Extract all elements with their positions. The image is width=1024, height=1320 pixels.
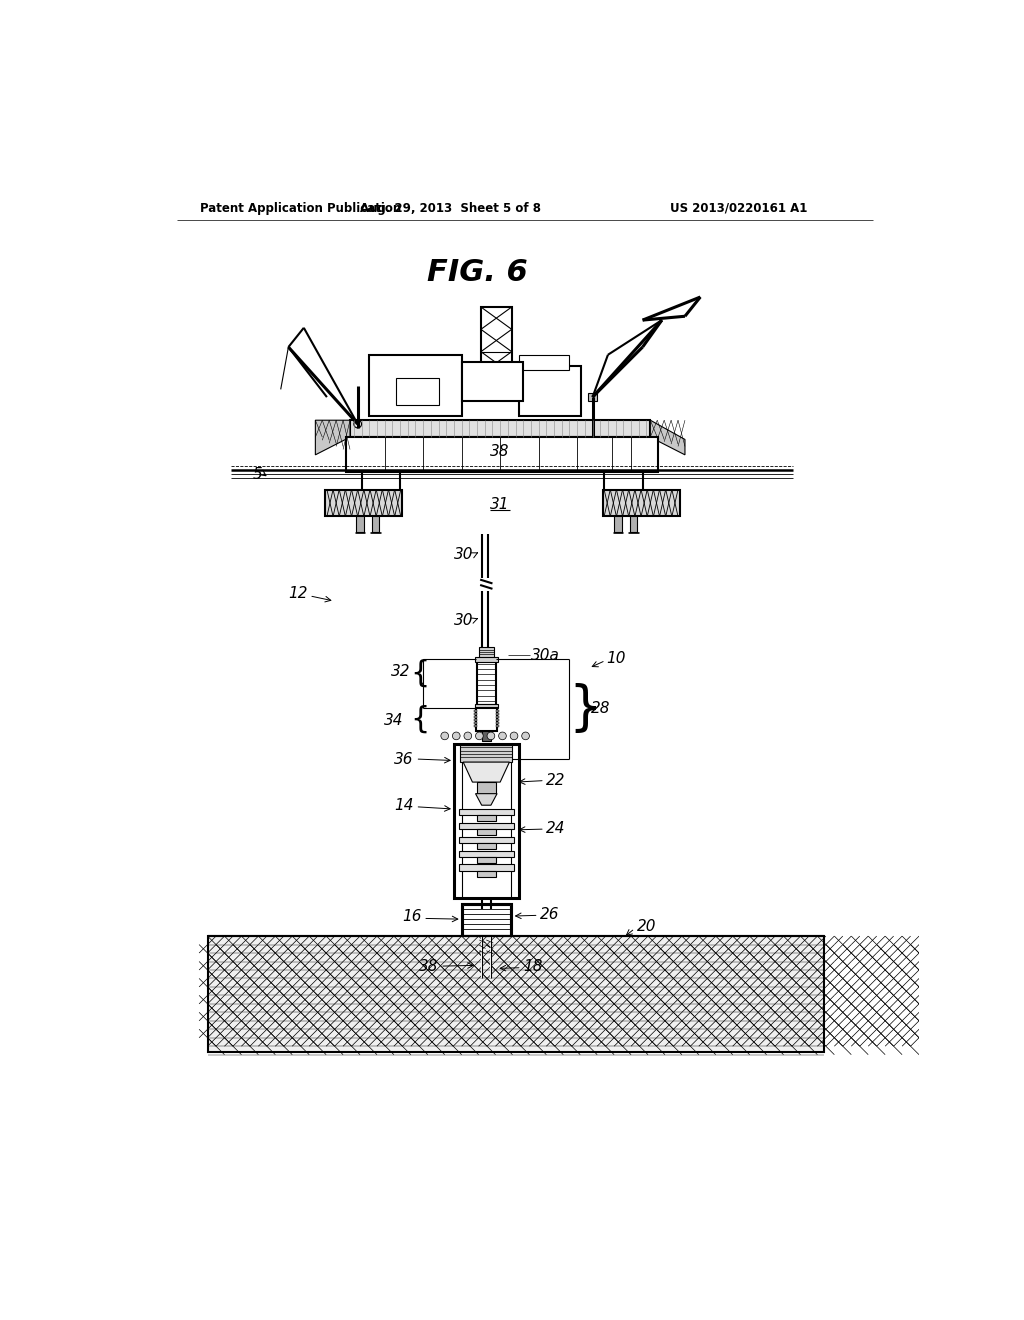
Bar: [477, 659, 496, 705]
Bar: [474, 715, 477, 718]
Bar: [481, 308, 512, 397]
Circle shape: [441, 733, 449, 739]
Bar: [459, 837, 514, 843]
Bar: [370, 355, 462, 416]
Bar: [475, 704, 498, 708]
Bar: [477, 816, 496, 821]
Text: 30a: 30a: [531, 648, 560, 663]
Text: 30: 30: [454, 612, 473, 628]
Bar: [475, 657, 498, 663]
Circle shape: [510, 733, 518, 739]
Text: 14: 14: [394, 797, 414, 813]
Bar: [459, 865, 514, 871]
Text: 5: 5: [253, 466, 262, 482]
Bar: [372, 516, 379, 532]
Polygon shape: [650, 420, 685, 455]
Bar: [496, 713, 499, 715]
Bar: [477, 829, 496, 836]
Bar: [474, 722, 477, 725]
Text: US 2013/0220161 A1: US 2013/0220161 A1: [670, 202, 807, 215]
Bar: [477, 857, 496, 863]
Bar: [459, 822, 514, 829]
Polygon shape: [315, 420, 350, 455]
Bar: [496, 710, 499, 711]
Bar: [396, 378, 438, 405]
Bar: [350, 420, 650, 437]
Bar: [496, 722, 499, 725]
Bar: [474, 710, 477, 711]
Bar: [481, 731, 490, 741]
Bar: [475, 708, 497, 731]
Bar: [459, 809, 514, 816]
Circle shape: [499, 733, 506, 739]
Text: 38: 38: [490, 444, 510, 458]
Bar: [346, 437, 658, 471]
Text: FIG. 6: FIG. 6: [427, 257, 527, 286]
Circle shape: [464, 733, 472, 739]
Bar: [477, 843, 496, 849]
Bar: [630, 516, 637, 532]
Text: 20: 20: [637, 919, 656, 935]
Text: 16: 16: [402, 909, 422, 924]
Bar: [604, 471, 643, 491]
Bar: [459, 850, 514, 857]
Text: 12: 12: [288, 586, 307, 601]
Text: 22: 22: [547, 774, 566, 788]
Bar: [602, 490, 680, 516]
Bar: [496, 725, 499, 727]
Text: 32: 32: [390, 664, 410, 680]
Bar: [588, 393, 597, 401]
Bar: [208, 936, 823, 1052]
Circle shape: [475, 733, 483, 739]
Bar: [519, 355, 569, 370]
Bar: [474, 713, 477, 715]
Text: 31: 31: [490, 498, 510, 512]
Bar: [496, 719, 499, 721]
Bar: [356, 516, 364, 532]
Circle shape: [487, 733, 495, 739]
Text: 24: 24: [547, 821, 566, 836]
Text: 26: 26: [541, 907, 560, 923]
Bar: [463, 906, 510, 935]
Bar: [462, 363, 523, 401]
Bar: [474, 719, 477, 721]
Text: 18: 18: [523, 960, 543, 974]
Text: }: }: [568, 682, 602, 735]
Circle shape: [453, 733, 460, 739]
Text: Patent Application Publication: Patent Application Publication: [200, 202, 401, 215]
Polygon shape: [463, 762, 509, 781]
Text: 38: 38: [419, 960, 438, 974]
Bar: [325, 490, 401, 516]
Text: {: {: [411, 705, 430, 734]
Text: {: {: [411, 659, 430, 688]
Polygon shape: [475, 793, 497, 805]
Bar: [478, 647, 494, 659]
Bar: [496, 715, 499, 718]
Bar: [477, 871, 496, 876]
Text: 36: 36: [394, 751, 414, 767]
Circle shape: [521, 733, 529, 739]
Text: 28: 28: [591, 701, 610, 717]
Bar: [460, 744, 512, 762]
Text: 30: 30: [454, 548, 473, 562]
Bar: [454, 743, 518, 898]
Bar: [477, 781, 496, 793]
Bar: [519, 367, 581, 416]
Bar: [474, 725, 477, 727]
Text: 34: 34: [384, 713, 403, 729]
Text: 10: 10: [606, 651, 626, 667]
Bar: [614, 516, 622, 532]
Bar: [462, 904, 512, 936]
Text: Aug. 29, 2013  Sheet 5 of 8: Aug. 29, 2013 Sheet 5 of 8: [359, 202, 541, 215]
Bar: [361, 471, 400, 491]
